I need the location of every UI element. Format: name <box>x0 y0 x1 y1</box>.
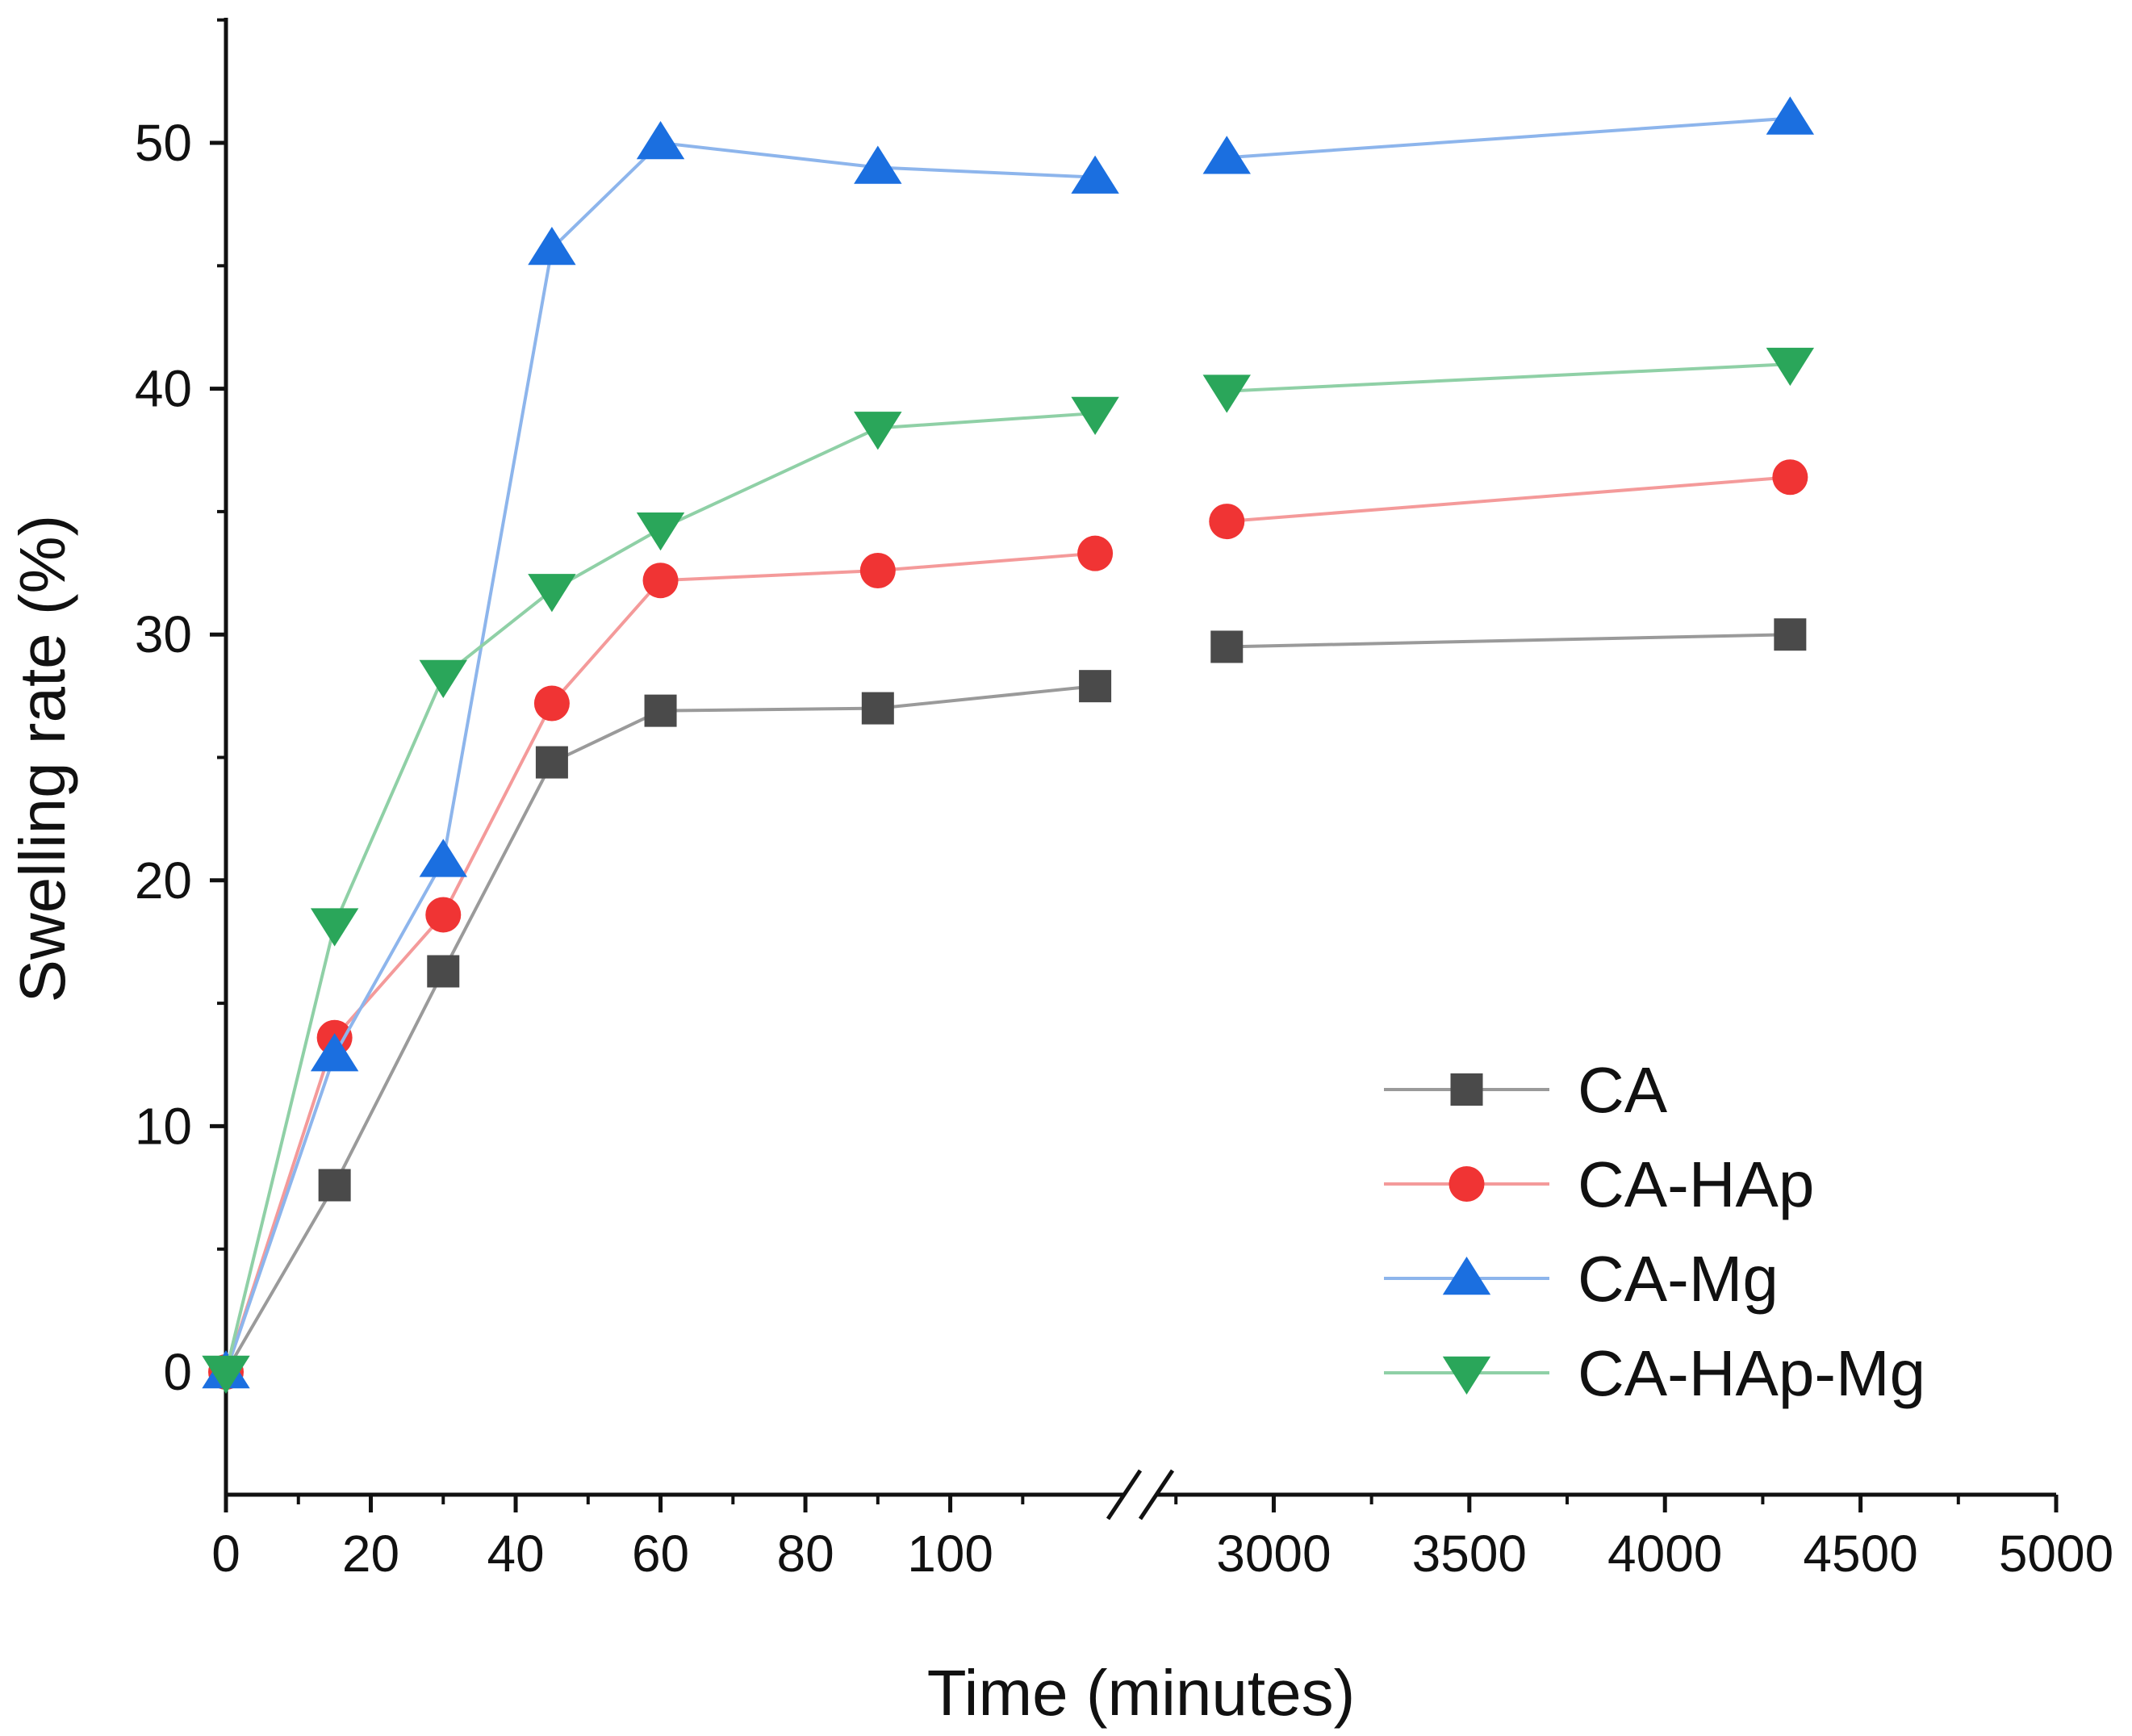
data-point-ca-mg <box>310 1033 359 1072</box>
data-point-ca-mg <box>528 226 576 266</box>
data-point-ca-mg <box>419 839 467 877</box>
series-line-ca-seg2 <box>1227 633 1791 649</box>
legend-marker <box>1450 1073 1483 1106</box>
legend-label: CA <box>1578 1054 1668 1126</box>
data-point-ca-mg <box>1202 136 1251 174</box>
legend-item-ca-hap: CA-HAp <box>1384 1148 1814 1220</box>
legend-label: CA-Mg <box>1578 1243 1779 1315</box>
data-point-ca <box>318 1169 351 1202</box>
series-line-ca-hap-mg-seg2 <box>1227 362 1791 393</box>
data-point-ca-mg <box>854 145 902 184</box>
legend: CA CA-HAp CA-Mg CA-HAp-Mg <box>1384 1054 1925 1409</box>
data-point-ca-hap <box>533 685 570 722</box>
data-point-ca-mg <box>1071 155 1119 194</box>
data-point-ca-hap <box>642 563 679 599</box>
y-tick-label: 30 <box>135 605 192 663</box>
data-point-ca <box>1079 670 1112 703</box>
data-point-ca-hap-mg <box>1202 374 1251 413</box>
data-point-ca-mg <box>1766 96 1815 135</box>
x-tick-label: 40 <box>487 1525 544 1583</box>
x-ticks: 0 20 40 60 80 100 3000 3500 4000 4500 5000 <box>211 1495 2113 1583</box>
x-tick-label: 4500 <box>1803 1525 1917 1583</box>
series-line-ca-hap-seg2 <box>1227 475 1791 524</box>
data-point-ca-hap-mg <box>854 412 902 450</box>
data-point-ca-hap-mg <box>1071 396 1119 436</box>
data-point-ca-hap <box>1209 504 1245 540</box>
data-point-ca-hap-mg <box>1766 347 1815 387</box>
series-ca <box>210 618 1807 1388</box>
data-point-ca <box>861 692 894 725</box>
y-tick-label: 0 <box>163 1343 192 1401</box>
y-axis-title: Swelling rate (%) <box>6 515 78 1003</box>
data-point-ca-hap-mg <box>636 512 685 551</box>
series-line-ca-mg-seg2 <box>1227 116 1791 160</box>
series-line-ca-mg-seg1 <box>224 140 1096 1373</box>
data-point-ca-hap <box>859 553 896 589</box>
legend-label: CA-HAp-Mg <box>1578 1337 1925 1409</box>
x-tick-label: 100 <box>907 1525 993 1583</box>
data-point-ca-hap <box>1772 459 1808 496</box>
axis-break-mark-2 <box>1138 1469 1175 1521</box>
series-line-ca-hap-mg-seg1 <box>224 412 1096 1373</box>
y-tick-label: 40 <box>135 360 192 418</box>
data-point-ca <box>1774 618 1807 651</box>
legend-label: CA-HAp <box>1578 1148 1814 1220</box>
series-line-ca-hap-seg1 <box>224 551 1096 1373</box>
x-tick-label: 5000 <box>1999 1525 2113 1583</box>
data-point-ca <box>535 746 568 779</box>
data-point-ca <box>427 955 460 988</box>
series-layer <box>202 96 1815 1394</box>
series-ca-hap-mg <box>202 347 1815 1394</box>
data-point-ca-mg <box>636 121 685 160</box>
legend-item-ca-mg: CA-Mg <box>1384 1243 1779 1315</box>
data-point-ca-hap <box>425 897 462 933</box>
data-point-ca <box>1210 630 1244 663</box>
data-point-ca <box>644 694 677 727</box>
x-tick-label: 80 <box>776 1525 834 1583</box>
data-point-ca-hap <box>1077 535 1114 571</box>
legend-item-ca: CA <box>1384 1054 1668 1126</box>
legend-item-ca-hap-mg: CA-HAp-Mg <box>1384 1337 1925 1409</box>
x-axis-title: Time (minutes) <box>927 1657 1355 1729</box>
x-tick-label: 20 <box>342 1525 399 1583</box>
y-tick-label: 20 <box>135 851 192 910</box>
x-tick-label: 3000 <box>1216 1525 1331 1583</box>
series-ca-mg <box>202 96 1815 1389</box>
x-tick-label: 4000 <box>1607 1525 1722 1583</box>
legend-marker <box>1449 1166 1485 1202</box>
data-point-ca-hap-mg <box>310 908 359 947</box>
y-ticks: 0 10 20 30 40 50 <box>135 18 226 1401</box>
x-tick-label: 0 <box>211 1525 240 1583</box>
axes <box>224 18 2056 1521</box>
y-tick-label: 10 <box>135 1097 192 1155</box>
x-tick-label: 3500 <box>1412 1525 1527 1583</box>
legend-marker <box>1442 1356 1491 1395</box>
series-ca-hap <box>208 459 1808 1390</box>
series-line-ca-seg1 <box>224 684 1096 1374</box>
y-tick-label: 50 <box>135 114 192 172</box>
legend-marker <box>1442 1257 1491 1295</box>
data-point-ca-hap-mg <box>419 659 467 698</box>
x-tick-label: 60 <box>632 1525 689 1583</box>
data-point-ca-hap-mg <box>528 574 576 613</box>
data-point-ca-hap-mg <box>202 1355 250 1394</box>
axis-break-mark-1 <box>1106 1469 1143 1521</box>
